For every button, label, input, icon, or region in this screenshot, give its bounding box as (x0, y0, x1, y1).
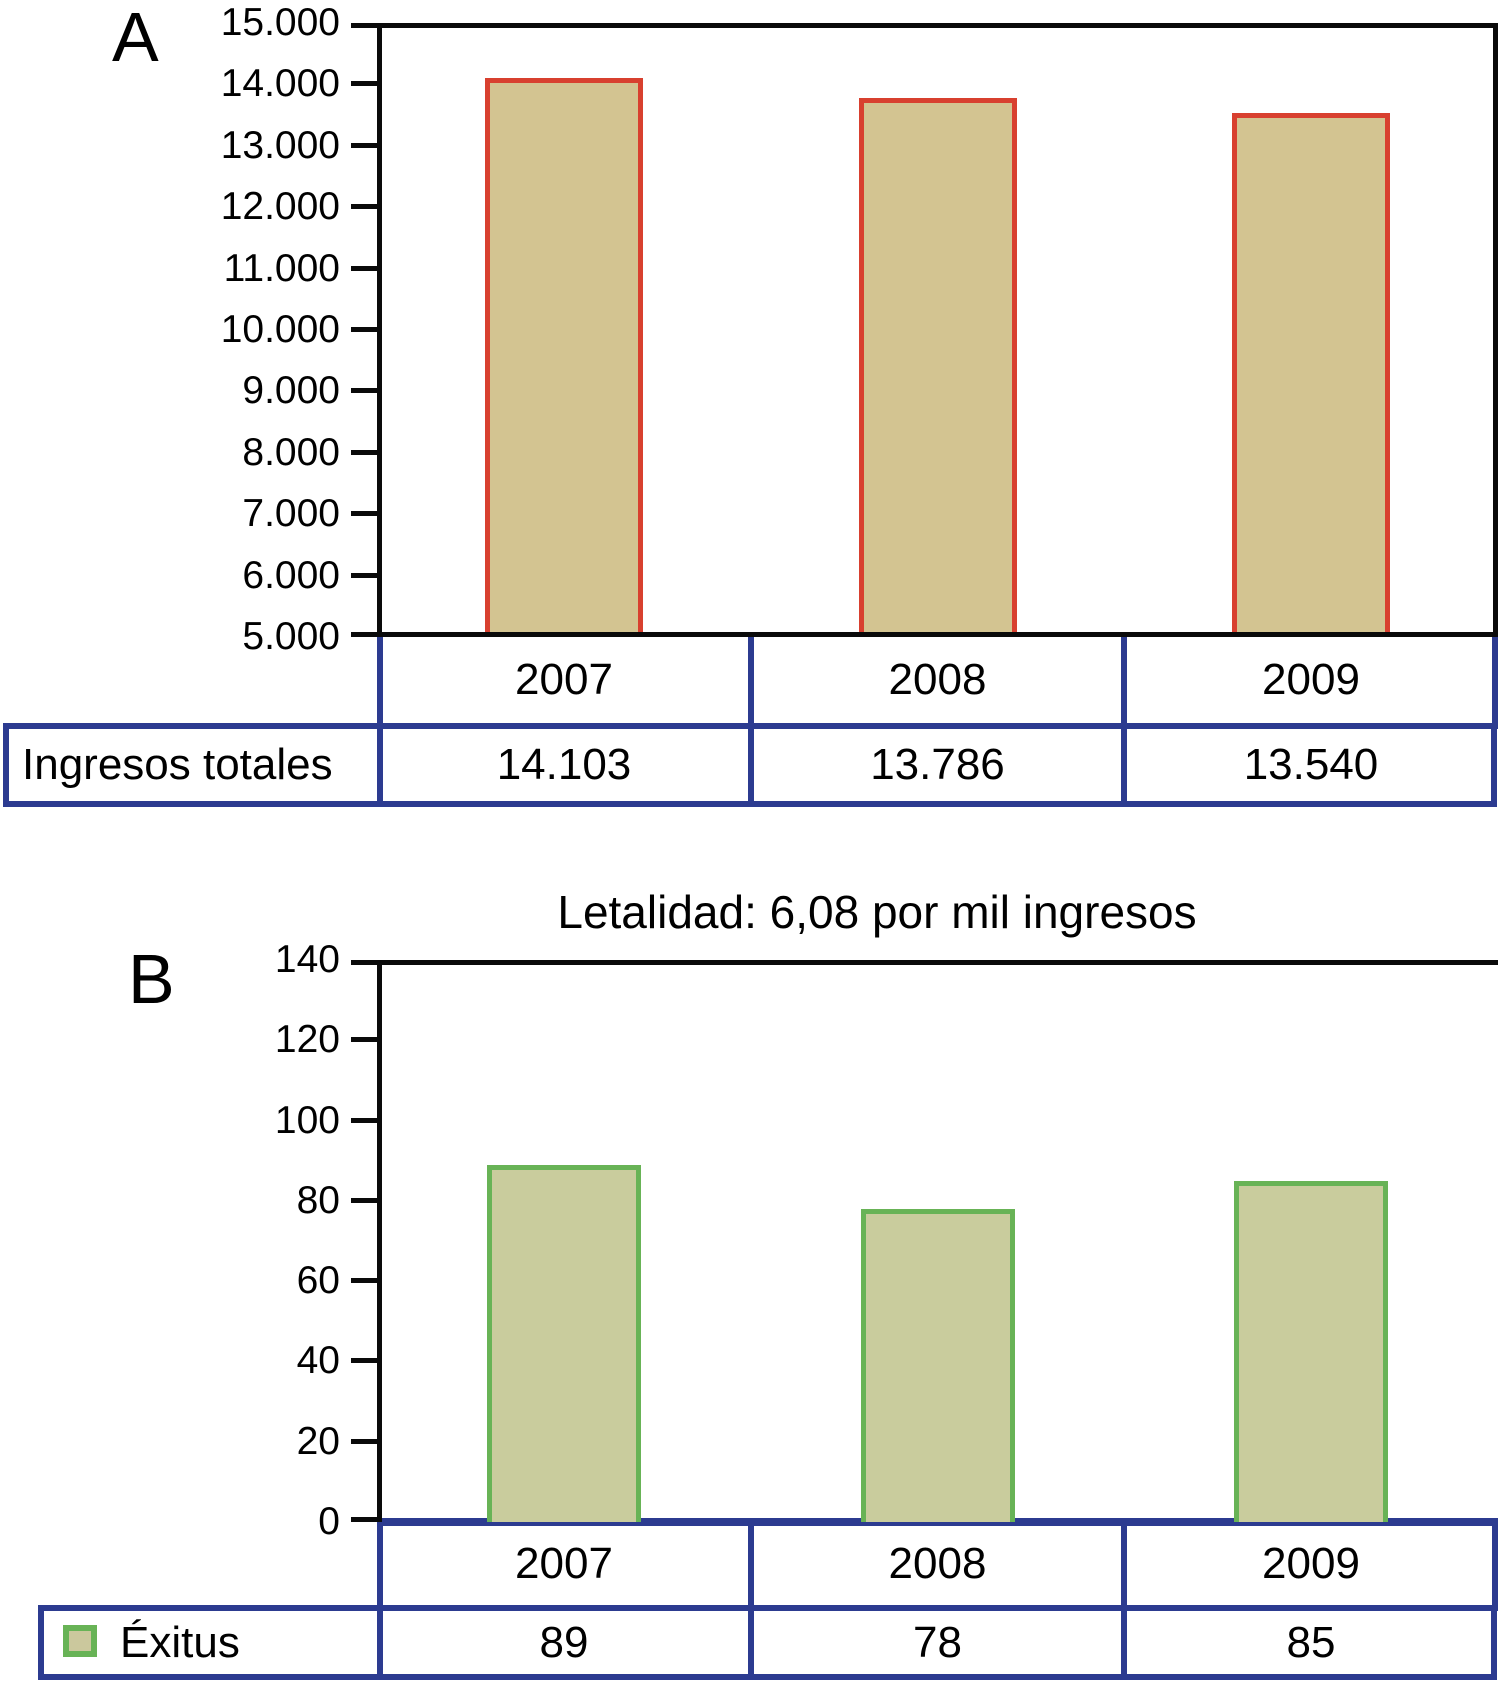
table-a-border (748, 723, 754, 807)
y-tick-label: 13.000 (220, 124, 340, 167)
bar-2008 (861, 1209, 1015, 1522)
y-tick-label: 8.000 (242, 431, 340, 474)
exitus-legend-swatch (63, 1625, 97, 1657)
y-tick (351, 1358, 377, 1363)
y-tick (351, 204, 377, 209)
bar-2008 (859, 98, 1017, 637)
bar-2007 (485, 78, 643, 637)
y-tick-label: 5.000 (242, 615, 340, 658)
y-tick-label: 120 (274, 1018, 340, 1061)
y-tick (351, 327, 377, 332)
y-tick (351, 450, 377, 455)
table-a-border (1121, 723, 1127, 807)
panel-a-label: A (112, 0, 159, 76)
chart-b-value-cell: 85 (1286, 1618, 1336, 1667)
y-tick (351, 23, 377, 28)
y-tick-label: 140 (274, 938, 340, 981)
table-b-border (1492, 1518, 1498, 1611)
y-tick-label: 100 (274, 1099, 340, 1142)
x-axis-line (351, 632, 1498, 637)
table-b-border (377, 1605, 383, 1680)
y-tick-label: 12.000 (220, 185, 340, 228)
chart-b-baseline (377, 1518, 1498, 1526)
y-tick (351, 266, 377, 271)
table-a-border (748, 637, 754, 729)
y-tick-label: 0 (318, 1500, 340, 1543)
y-axis-line (377, 960, 382, 1522)
chart-b-series-label: Éxitus (120, 1618, 240, 1667)
y-tick (351, 1517, 377, 1522)
table-a-border (377, 723, 383, 807)
y-tick (351, 1439, 377, 1444)
panel-b-label: B (128, 940, 175, 1018)
y-tick (351, 388, 377, 393)
y-tick (351, 511, 377, 516)
chart-b-plot-area: 140 120 100 80 60 40 20 0 (275, 938, 1498, 1543)
table-a-border (1121, 637, 1127, 729)
chart-b-value-cell: 89 (539, 1618, 589, 1667)
chart-a-value-cell: 14.103 (496, 740, 632, 789)
y-tick-label: 11.000 (223, 247, 340, 290)
y-tick-label: 9.000 (242, 369, 340, 412)
chart-b-year-cell: 2007 (515, 1539, 613, 1588)
table-a-border (1492, 637, 1498, 729)
table-b-border (748, 1518, 754, 1611)
y-tick-label: 60 (296, 1259, 340, 1302)
y-tick-label: 15.000 (220, 1, 340, 44)
y-tick (351, 1037, 377, 1042)
y-tick (351, 81, 377, 86)
chart-a-plot-area: 15.000 14.000 13.000 12.000 11.000 10.000 9.00… (221, 1, 1498, 658)
y-tick (351, 632, 377, 637)
chart-a-series-label: Ingresos totales (22, 740, 333, 789)
y-axis-line (377, 23, 382, 637)
y-tick-label: 10.000 (220, 308, 340, 351)
chart-a-year-cell: 2008 (888, 655, 987, 704)
chart-a-year-cell: 2009 (1262, 655, 1360, 704)
bar-2009 (1232, 113, 1390, 637)
chart-a-value-cell: 13.540 (1243, 740, 1379, 789)
plot-top-border (377, 23, 1498, 28)
bar-2007 (487, 1165, 641, 1522)
chart-b-year-cell: 2009 (1262, 1539, 1360, 1588)
table-b-border (1121, 1605, 1127, 1680)
chart-b-year-cell: 2008 (888, 1539, 987, 1588)
plot-right-border (1493, 23, 1498, 637)
y-tick (351, 960, 377, 965)
table-b-border (748, 1605, 754, 1680)
y-tick-label: 6.000 (242, 554, 340, 597)
y-tick-label: 14.000 (220, 62, 340, 105)
y-tick (351, 1118, 377, 1123)
y-tick (351, 573, 377, 578)
chart-b-title: Letalidad: 6,08 por mil ingresos (557, 886, 1197, 938)
y-tick-label: 7.000 (242, 492, 340, 535)
y-tick (351, 143, 377, 148)
y-tick-label: 40 (296, 1339, 340, 1382)
y-tick (351, 1278, 377, 1283)
table-b-values-row (38, 1605, 1497, 1680)
y-tick-label: 80 (296, 1179, 340, 1222)
table-b-border (377, 1518, 383, 1611)
chart-a-year-cell: 2007 (515, 655, 613, 704)
table-b-border (1121, 1518, 1127, 1611)
y-tick (351, 1198, 377, 1203)
plot-top-border (377, 960, 1498, 965)
table-a-border (377, 637, 383, 729)
chart-b-value-cell: 78 (913, 1618, 962, 1667)
bar-2009 (1234, 1181, 1388, 1522)
chart-a-value-cell: 13.786 (870, 740, 1005, 789)
y-tick-label: 20 (296, 1420, 340, 1463)
